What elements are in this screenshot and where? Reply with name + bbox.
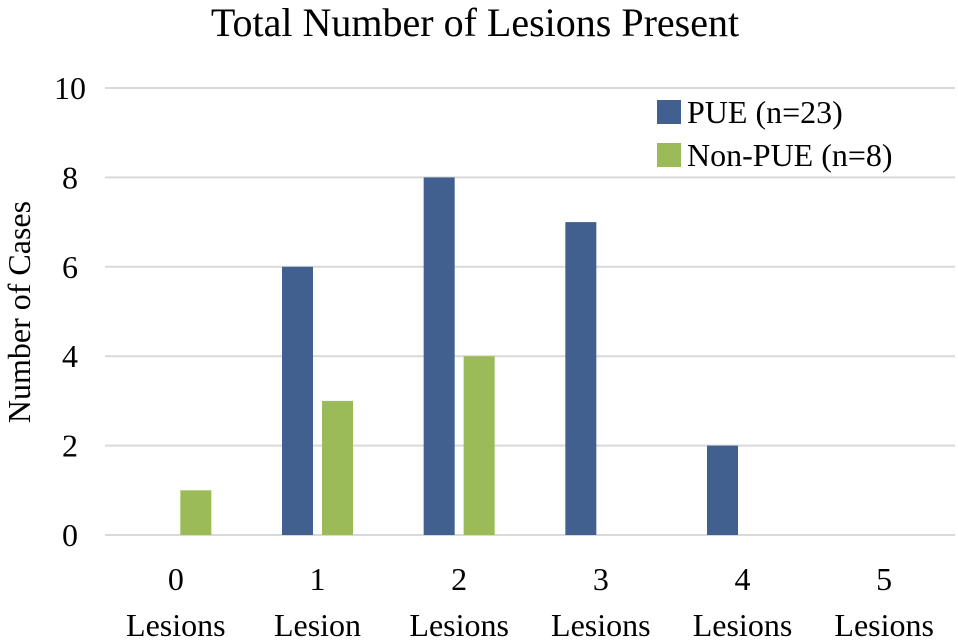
x-tick-label: Lesions xyxy=(551,607,651,643)
bar xyxy=(463,356,495,535)
x-tick-label: 3 xyxy=(593,561,609,597)
y-tick-label: 2 xyxy=(62,428,78,464)
x-tick-label: Lesions xyxy=(126,607,226,643)
chart-title: Total Number of Lesions Present xyxy=(211,0,739,45)
y-tick-label: 10 xyxy=(54,70,86,106)
legend-swatch xyxy=(657,143,681,167)
bar xyxy=(180,490,212,535)
gridlines xyxy=(105,87,955,536)
y-tick-label: 6 xyxy=(62,249,78,285)
x-tick-label: Lesion xyxy=(274,607,361,643)
bar xyxy=(282,266,313,535)
y-axis-label: Number of Cases xyxy=(1,201,37,423)
x-tick-labels: 0 Lesions 1 Lesion 2 Lesions 3 Lesions 4 Lesions 5… xyxy=(126,561,934,643)
y-tick-labels: 0 2 4 6 8 10 xyxy=(54,70,86,553)
legend: PUE (n=23) Non-PUE (n=8) xyxy=(657,94,893,173)
legend-label: Non-PUE (n=8) xyxy=(687,137,893,173)
bar xyxy=(423,177,455,535)
x-tick-label: 4 xyxy=(735,561,751,597)
bars xyxy=(180,177,738,535)
x-tick-label: Lesions xyxy=(834,607,934,643)
x-tick-label: 2 xyxy=(451,561,467,597)
x-tick-label: 1 xyxy=(310,561,326,597)
legend-label: PUE (n=23) xyxy=(687,94,843,130)
bar xyxy=(707,445,738,535)
y-tick-label: 0 xyxy=(62,517,78,553)
x-tick-label: Lesions xyxy=(693,607,793,643)
y-tick-label: 4 xyxy=(62,338,78,374)
x-tick-label: Lesions xyxy=(409,607,509,643)
y-tick-label: 8 xyxy=(62,159,78,195)
x-tick-label: 5 xyxy=(876,561,892,597)
legend-swatch xyxy=(657,100,681,124)
x-tick-label: 0 xyxy=(168,561,184,597)
bar xyxy=(565,222,597,535)
bar xyxy=(322,400,353,535)
